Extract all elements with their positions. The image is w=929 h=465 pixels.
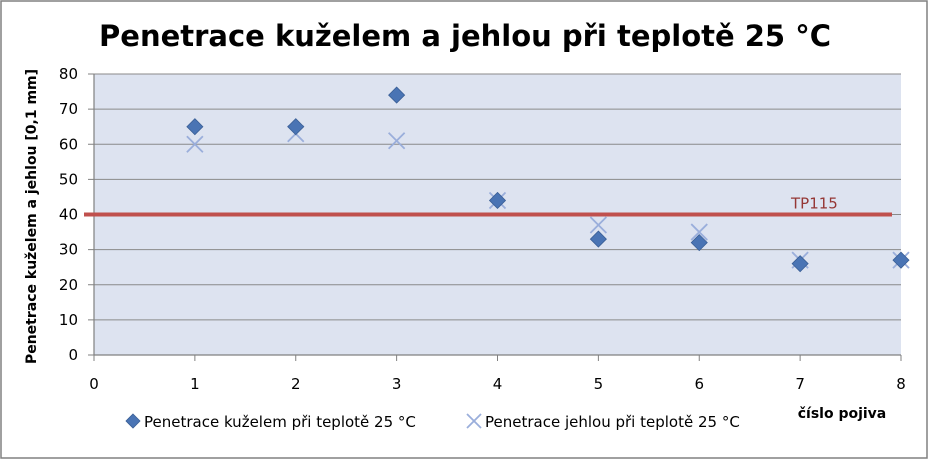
y-tick-label-0: 0 (68, 346, 78, 364)
y-tick-label-6: 60 (59, 135, 78, 153)
x-tick-label-7: 7 (795, 375, 805, 393)
x-tick-label-8: 8 (896, 375, 906, 393)
y-tick-label-2: 20 (59, 276, 78, 294)
legend: Penetrace kuželem při teplotě 25 °C Penet… (125, 413, 740, 431)
reference-line-group: TP115 (84, 195, 892, 217)
legend-label-1: Penetrace jehlou při teplotě 25 °C (485, 413, 740, 431)
legend-marker-1 (466, 413, 482, 429)
y-tick-label-5: 50 (59, 170, 78, 188)
series-0-point-2 (388, 86, 406, 104)
x-tick-label-3: 3 (392, 375, 402, 393)
x-axis-ticks: 0 1 2 3 4 5 6 7 8 (89, 355, 906, 393)
series-0 (186, 86, 910, 273)
x-tick-label-6: 6 (694, 375, 704, 393)
series-0-point-7 (892, 251, 910, 269)
series-0-point-4 (589, 230, 607, 248)
y-tick-label-3: 30 (59, 241, 78, 259)
y-tick-label-4: 40 (59, 206, 78, 224)
x-axis-label: číslo pojiva (798, 406, 887, 422)
x-tick-label-2: 2 (291, 375, 301, 393)
series-1-point-5 (690, 223, 708, 241)
legend-marker-0 (125, 413, 141, 429)
x-tick-label-0: 0 (89, 375, 99, 393)
series-0-point-0 (186, 118, 204, 136)
series-1-point-4 (589, 216, 608, 234)
legend-label-0: Penetrace kuželem při teplotě 25 °C (144, 413, 416, 431)
x-tick-label-5: 5 (594, 375, 604, 393)
x-tick-label-1: 1 (190, 375, 200, 393)
reference-line-label: TP115 (790, 195, 838, 213)
x-tick-label-4: 4 (493, 375, 503, 393)
series-0-point-1 (287, 118, 305, 136)
series-0-point-5 (690, 234, 708, 252)
y-axis-label: Penetrace kuželem a jehlou [0,1 mm] (24, 69, 40, 364)
series-1-point-2 (387, 132, 406, 150)
chart-title: Penetrace kuželem a jehlou při teplotě 2… (99, 19, 831, 53)
series-0-point-6 (791, 255, 809, 273)
y-tick-label-8: 80 (59, 65, 78, 83)
series-0-point-3 (488, 191, 507, 210)
series-1-point-0 (186, 135, 204, 153)
y-tick-label-1: 10 (59, 311, 78, 329)
y-tick-label-7: 70 (59, 100, 78, 118)
series-layer (186, 86, 910, 273)
